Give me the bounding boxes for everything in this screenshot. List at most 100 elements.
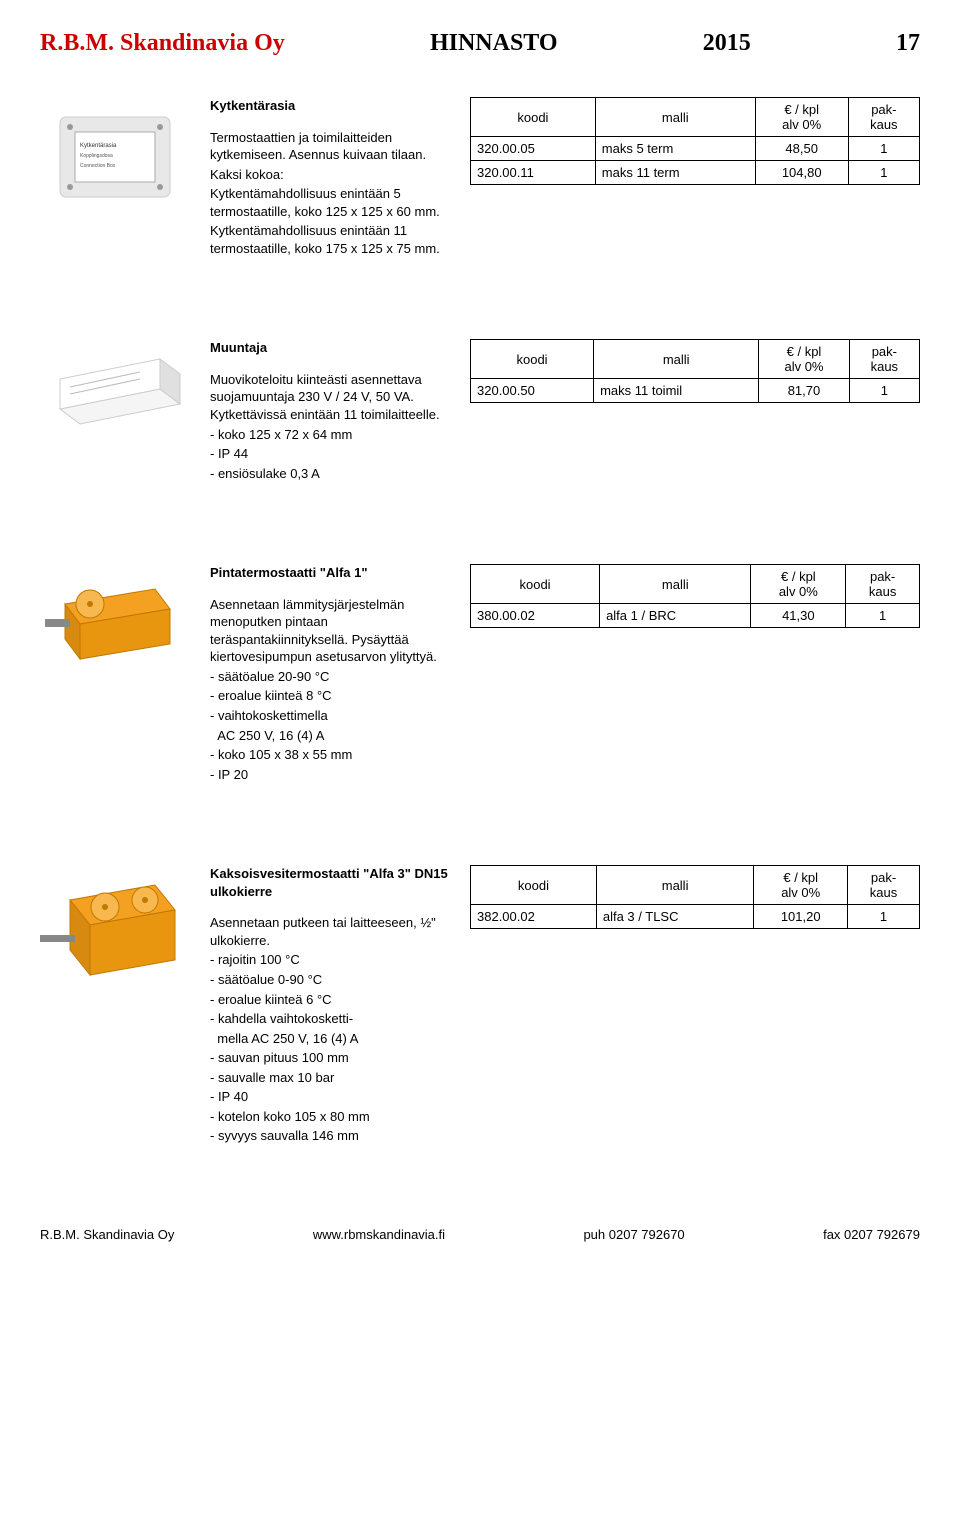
table-header-code: koodi xyxy=(471,866,597,905)
table-header-price: € / kpl alv 0% xyxy=(755,98,848,137)
product-description-line: Asennetaan lämmitysjärjestelmän menoputk… xyxy=(210,596,450,666)
cell-price: 81,70 xyxy=(759,379,849,403)
product-description-line: - vaihtokoskettimella xyxy=(210,707,450,725)
table-header-pack: pak- kaus xyxy=(848,866,920,905)
table-row: 320.00.50maks 11 toimil81,701 xyxy=(471,379,920,403)
cell-pack: 1 xyxy=(848,161,919,185)
document-title: HINNASTO xyxy=(430,30,558,57)
table-row: 320.00.11maks 11 term104,801 xyxy=(471,161,920,185)
cell-pack: 1 xyxy=(846,604,920,628)
footer-url: www.rbmskandinavia.fi xyxy=(313,1227,445,1242)
cell-price: 48,50 xyxy=(755,137,848,161)
product-description-line: - sauvalle max 10 bar xyxy=(210,1069,450,1087)
product-description-line: Kytkentämahdollisuus enintään 11 termost… xyxy=(210,222,450,257)
product-description-line: Termostaattien ja toimilaitteiden kytkem… xyxy=(210,129,450,164)
svg-text:Kopplingsdosa: Kopplingsdosa xyxy=(80,153,113,159)
product-description-line: mella AC 250 V, 16 (4) A xyxy=(210,1030,450,1048)
product-title: Kaksoisvesitermostaatti "Alfa 3" DN15 ul… xyxy=(210,865,450,900)
product-description-line: - sauvan pituus 100 mm xyxy=(210,1049,450,1067)
price-table: koodimalli€ / kpl alv 0%pak- kaus320.00.… xyxy=(470,339,920,403)
product-image-box: Kytkentärasia Kopplingsdosa Connection B… xyxy=(40,97,190,217)
table-header-model: malli xyxy=(594,340,759,379)
cell-code: 320.00.11 xyxy=(471,161,596,185)
table-header-price: € / kpl alv 0% xyxy=(751,565,846,604)
product-description-line: - IP 44 xyxy=(210,445,450,463)
table-header-model: malli xyxy=(595,98,755,137)
cell-code: 320.00.05 xyxy=(471,137,596,161)
product-title: Kytkentärasia xyxy=(210,97,450,115)
table-header-model: malli xyxy=(600,565,751,604)
company-name: R.B.M. Skandinavia Oy xyxy=(40,30,285,57)
table-header-pack: pak- kaus xyxy=(848,98,919,137)
table-header-price: € / kpl alv 0% xyxy=(759,340,849,379)
product-description-column: Kytkentärasia Termostaattien ja toimilait… xyxy=(210,97,450,259)
product-description-line: - IP 20 xyxy=(210,766,450,784)
cell-model: maks 11 term xyxy=(595,161,755,185)
cell-price: 41,30 xyxy=(751,604,846,628)
product-description-line: - eroalue kiinteä 8 °C xyxy=(210,687,450,705)
product-image-transformer xyxy=(40,339,190,439)
product-description-line: - syvyys sauvalla 146 mm xyxy=(210,1127,450,1145)
product-description-line: Asennetaan putkeen tai laitteeseen, ½" u… xyxy=(210,914,450,949)
product-title: Muuntaja xyxy=(210,339,450,357)
table-header-code: koodi xyxy=(471,340,594,379)
product-description-line: Muovikoteloitu kiinteästi asennettava su… xyxy=(210,371,450,424)
price-table: koodimalli€ / kpl alv 0%pak- kaus320.00.… xyxy=(470,97,920,185)
cell-pack: 1 xyxy=(848,905,920,929)
product-image-column xyxy=(40,339,190,484)
cell-code: 382.00.02 xyxy=(471,905,597,929)
cell-code: 320.00.50 xyxy=(471,379,594,403)
table-row: 380.00.02alfa 1 / BRC41,301 xyxy=(471,604,920,628)
document-year: 2015 xyxy=(703,30,751,57)
price-table: koodimalli€ / kpl alv 0%pak- kaus380.00.… xyxy=(470,564,920,628)
cell-model: alfa 3 / TLSC xyxy=(596,905,753,929)
product-image-column: Kytkentärasia Kopplingsdosa Connection B… xyxy=(40,97,190,259)
product-image-thermostat2 xyxy=(40,865,190,995)
product-image-column xyxy=(40,865,190,1147)
table-header-pack: pak- kaus xyxy=(846,565,920,604)
product-description-line: Kaksi kokoa: xyxy=(210,166,450,184)
footer-fax: fax 0207 792679 xyxy=(823,1227,920,1242)
table-header-pack: pak- kaus xyxy=(849,340,919,379)
table-header-code: koodi xyxy=(471,98,596,137)
product-description-column: Muuntaja Muovikoteloitu kiinteästi asenne… xyxy=(210,339,450,484)
product-section: Pintatermostaatti "Alfa 1" Asennetaan läm… xyxy=(40,564,920,785)
product-description-column: Pintatermostaatti "Alfa 1" Asennetaan läm… xyxy=(210,564,450,785)
product-description-line: - eroalue kiinteä 6 °C xyxy=(210,991,450,1009)
cell-pack: 1 xyxy=(849,379,919,403)
table-header-model: malli xyxy=(596,866,753,905)
product-table-column: koodimalli€ / kpl alv 0%pak- kaus382.00.… xyxy=(470,865,920,1147)
table-row: 382.00.02alfa 3 / TLSC101,201 xyxy=(471,905,920,929)
product-description-column: Kaksoisvesitermostaatti "Alfa 3" DN15 ul… xyxy=(210,865,450,1147)
cell-pack: 1 xyxy=(848,137,919,161)
product-description-line: AC 250 V, 16 (4) A xyxy=(210,727,450,745)
product-description-line: - säätöalue 0-90 °C xyxy=(210,971,450,989)
product-description-line: Kytkentämahdollisuus enintään 5 termosta… xyxy=(210,185,450,220)
product-description-line: - IP 40 xyxy=(210,1088,450,1106)
cell-price: 104,80 xyxy=(755,161,848,185)
table-row: 320.00.05maks 5 term48,501 xyxy=(471,137,920,161)
product-description-line: - ensiösulake 0,3 A xyxy=(210,465,450,483)
product-image-thermostat1 xyxy=(40,564,190,674)
product-description-line: - säätöalue 20-90 °C xyxy=(210,668,450,686)
product-description-line: - koko 105 x 38 x 55 mm xyxy=(210,746,450,764)
page-footer: R.B.M. Skandinavia Oy www.rbmskandinavia… xyxy=(40,1227,920,1242)
product-section: Kytkentärasia Kopplingsdosa Connection B… xyxy=(40,97,920,259)
product-table-column: koodimalli€ / kpl alv 0%pak- kaus380.00.… xyxy=(470,564,920,785)
product-image-column xyxy=(40,564,190,785)
product-table-column: koodimalli€ / kpl alv 0%pak- kaus320.00.… xyxy=(470,339,920,484)
product-table-column: koodimalli€ / kpl alv 0%pak- kaus320.00.… xyxy=(470,97,920,259)
cell-price: 101,20 xyxy=(754,905,848,929)
cell-model: maks 5 term xyxy=(595,137,755,161)
product-section: Muuntaja Muovikoteloitu kiinteästi asenne… xyxy=(40,339,920,484)
page-number: 17 xyxy=(896,30,920,57)
product-section: Kaksoisvesitermostaatti "Alfa 3" DN15 ul… xyxy=(40,865,920,1147)
page-header: R.B.M. Skandinavia Oy HINNASTO 2015 17 xyxy=(40,30,920,57)
footer-company: R.B.M. Skandinavia Oy xyxy=(40,1227,174,1242)
svg-text:Kytkentärasia: Kytkentärasia xyxy=(80,143,117,149)
table-header-code: koodi xyxy=(471,565,600,604)
product-title: Pintatermostaatti "Alfa 1" xyxy=(210,564,450,582)
footer-phone: puh 0207 792670 xyxy=(583,1227,684,1242)
cell-code: 380.00.02 xyxy=(471,604,600,628)
product-description-line: - kotelon koko 105 x 80 mm xyxy=(210,1108,450,1126)
